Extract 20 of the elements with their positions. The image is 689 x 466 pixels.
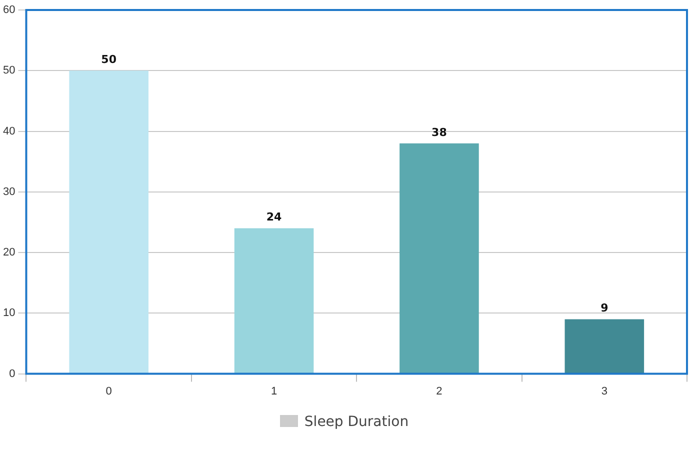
y-tick-label: 50	[2, 64, 16, 77]
y-tick-label: 20	[2, 246, 16, 259]
x-tick-label: 1	[270, 385, 278, 398]
x-tick-label: 2	[436, 385, 442, 398]
y-tick-label: 10	[2, 307, 16, 320]
y-tick-label: 0	[9, 368, 16, 380]
bar	[400, 143, 479, 374]
bar	[564, 319, 644, 374]
data-label: 50	[101, 52, 117, 66]
bar	[69, 70, 148, 374]
text: Sleep Duration	[304, 414, 409, 430]
y-tick-label: 40	[2, 125, 16, 138]
y-tick-label: 30	[2, 186, 16, 198]
y-tick-label: 60	[2, 4, 16, 16]
data-label: 9	[600, 302, 608, 315]
x-tick-label: 3	[601, 385, 608, 398]
bar	[234, 228, 314, 374]
x-tick-label: 0	[106, 385, 112, 398]
data-label: 24	[266, 210, 282, 224]
data-label: 38	[432, 126, 447, 139]
